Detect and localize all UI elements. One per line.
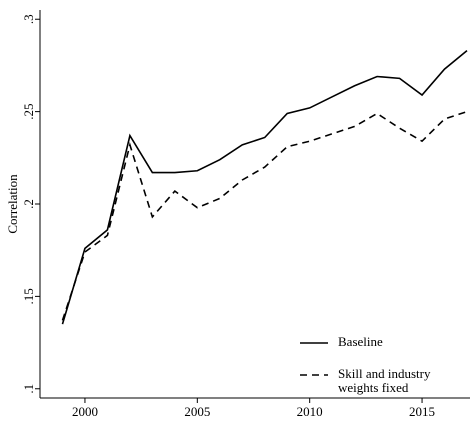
series-line — [61, 50, 468, 325]
y-axis-label: Correlation — [5, 174, 20, 234]
x-tick-label: 2015 — [409, 404, 435, 419]
y-tick-label: .25 — [21, 103, 36, 119]
y-tick-label: .3 — [21, 14, 36, 24]
x-tick-label: 2010 — [297, 404, 323, 419]
legend-label: Skill and industry weights fixed — [338, 366, 431, 395]
x-tick-label: 2000 — [72, 404, 98, 419]
x-tick-label: 2005 — [184, 404, 210, 419]
series-line — [61, 110, 468, 321]
y-tick-label: .2 — [21, 199, 36, 209]
legend-label: Baseline — [338, 334, 383, 349]
y-tick-label: .1 — [21, 384, 36, 394]
y-tick-label: .15 — [21, 288, 36, 304]
